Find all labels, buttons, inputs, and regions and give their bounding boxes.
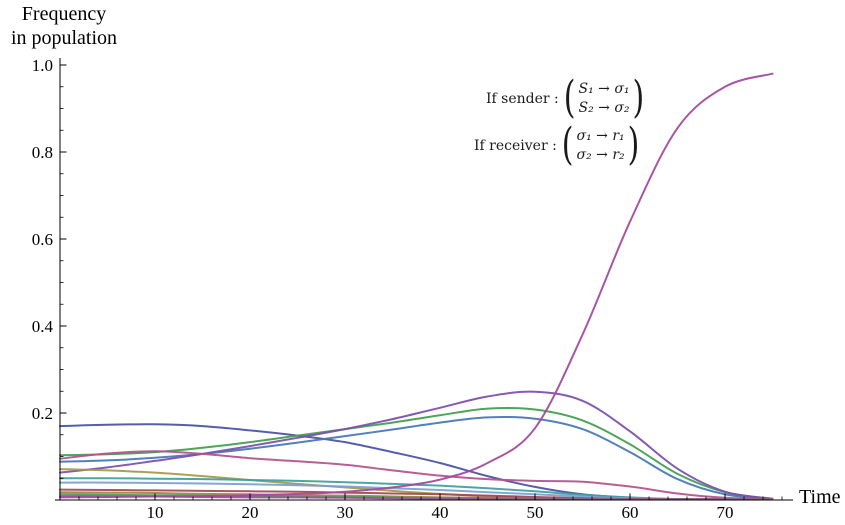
close-paren: )	[627, 119, 640, 171]
x-tick-label: 70	[717, 503, 734, 522]
y-axis-title: Frequency in population	[0, 2, 128, 50]
annotation-receiver: If receiver : ( σ₁ → r₁ σ₂ → r₂ )	[474, 119, 640, 171]
open-paren: (	[561, 119, 574, 171]
curve-steel-blue	[59, 415, 774, 501]
curve-green	[59, 406, 774, 500]
annotation-receiver-row2: σ₂ → r₂	[576, 147, 625, 163]
close-paren: )	[632, 72, 645, 124]
curve-violet	[59, 390, 774, 500]
y-tick-label: 0.8	[32, 143, 53, 162]
y-tick-label: 0.2	[32, 404, 53, 423]
y-tick-label: 1.0	[32, 56, 53, 75]
annotation-sender-row2: S₂ → σ₂	[578, 100, 630, 116]
y-tick-label: 0.6	[32, 230, 53, 249]
annotation-sender-row1: S₁ → σ₁	[578, 81, 630, 97]
curve-indigo	[59, 423, 774, 501]
x-tick-label: 10	[147, 503, 164, 522]
annotation-sender-label: If sender :	[486, 91, 559, 107]
annotation-sender-matrix: S₁ → σ₁ S₂ → σ₂	[575, 80, 632, 118]
curve-magenta-winner	[59, 72, 774, 499]
x-tick-label: 50	[527, 503, 544, 522]
annotation-receiver-label: If receiver :	[474, 138, 557, 154]
x-axis-title: Time	[799, 486, 841, 508]
annotation-sender: If sender : ( S₁ → σ₁ S₂ → σ₂ )	[486, 72, 645, 124]
x-tick-label: 30	[337, 503, 354, 522]
annotation-receiver-row1: σ₁ → r₁	[576, 128, 625, 144]
curve-rose	[59, 450, 774, 501]
y-axis-title-line2: in population	[10, 27, 118, 49]
y-tick-label: 0.4	[32, 317, 54, 336]
y-axis-title-line1: Frequency	[21, 3, 107, 25]
x-tick-label: 60	[622, 503, 639, 522]
x-tick-label: 20	[242, 503, 259, 522]
x-tick-label: 40	[432, 503, 449, 522]
annotation-receiver-matrix: σ₁ → r₁ σ₂ → r₂	[574, 127, 628, 165]
open-paren: (	[563, 72, 576, 124]
